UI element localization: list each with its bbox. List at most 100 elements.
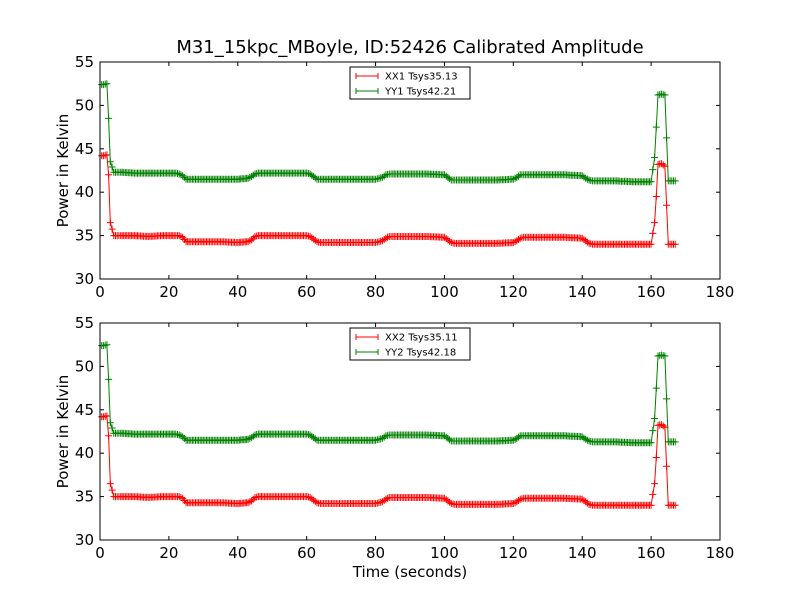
bottom-legend-label-1: YY2 Tsys42.18 [384, 348, 456, 359]
bottom-ylabel: Power in Kelvin [54, 375, 72, 489]
bottom-marker [647, 439, 655, 447]
top-marker [177, 233, 185, 240]
bottom-marker [108, 424, 116, 432]
top-marker [384, 233, 392, 241]
bottom-marker [244, 499, 252, 507]
top-marker [108, 225, 116, 233]
bottom-marker [244, 435, 252, 443]
bottom-marker [651, 415, 659, 422]
bottom-legend-marker-0 [355, 334, 379, 340]
top-marker [106, 219, 114, 227]
bottom-ytick-label: 45 [75, 401, 94, 419]
top-xtick-label: 120 [499, 283, 528, 301]
top-marker [382, 234, 390, 242]
top-marker [583, 238, 591, 246]
bottom-ytick-label: 50 [75, 357, 94, 375]
bottom-marker [384, 494, 392, 502]
top-marker [651, 154, 659, 161]
top-legend-marker-0 [355, 73, 379, 79]
bottom-marker [582, 435, 590, 443]
bottom-marker [380, 433, 388, 441]
top-marker [103, 80, 111, 88]
top-subplot: 0 20 40 60 80 100 120 140 160 180 30 35 40 45 50 55 Powe… [54, 53, 734, 301]
top-marker [659, 161, 667, 169]
bottom-ytick-label: 30 [75, 531, 94, 549]
bottom-series-0 [98, 412, 679, 509]
top-marker [647, 240, 655, 248]
bottom-legend-box [349, 327, 471, 361]
bottom-ytick-label: 55 [75, 314, 94, 332]
top-series-0 [98, 151, 679, 248]
bottom-marker [652, 384, 660, 392]
top-xtick-label: 60 [297, 283, 316, 301]
top-xtick-label: 20 [159, 283, 178, 301]
bottom-legend: XX2 Tsys35.11 YY2 Tsys42.18 [349, 327, 471, 361]
top-xtick-label: 100 [430, 283, 459, 301]
top-marker [509, 239, 517, 246]
top-marker [583, 175, 591, 183]
top-marker [446, 237, 454, 245]
top-marker [663, 201, 671, 209]
bottom-marker [671, 501, 679, 509]
bottom-marker [647, 501, 655, 509]
bottom-marker [105, 375, 113, 383]
bottom-series-markers-0 [98, 412, 679, 509]
top-marker [180, 173, 188, 181]
top-marker [649, 166, 657, 174]
top-marker [515, 172, 522, 180]
top-marker [175, 232, 183, 240]
bottom-marker [583, 499, 591, 507]
figure-title: M31_15kpc_MBoyle, ID:52426 Calibrated Am… [176, 37, 643, 58]
top-marker [244, 174, 252, 182]
bottom-xtick-label: 80 [366, 544, 385, 562]
top-marker [380, 172, 388, 180]
top-marker [108, 163, 116, 171]
top-marker [582, 174, 590, 182]
bottom-marker [515, 433, 522, 441]
top-legend-box [349, 66, 471, 100]
bottom-marker [515, 497, 522, 504]
bottom-marker [509, 436, 517, 444]
top-xtick-label: 40 [228, 283, 247, 301]
top-marker [671, 240, 679, 248]
top-marker [509, 175, 517, 183]
top-marker [175, 170, 183, 178]
bottom-marker [108, 486, 116, 494]
top-series-1 [98, 80, 679, 186]
top-marker [661, 91, 669, 99]
bottom-marker [652, 454, 660, 461]
bottom-marker [583, 436, 591, 444]
bottom-marker [649, 490, 657, 498]
top-marker [105, 171, 113, 179]
bottom-marker [248, 497, 256, 505]
top-series-markers-1 [98, 80, 679, 186]
bottom-xtick-label: 60 [297, 544, 316, 562]
top-marker [106, 158, 114, 166]
top-ytick-label: 45 [75, 140, 94, 158]
bottom-legend-marker-1 [355, 349, 379, 355]
bottom-marker [179, 433, 187, 441]
bottom-marker [446, 498, 454, 506]
top-ylabel: Power in Kelvin [54, 114, 72, 228]
bottom-xtick-label: 140 [568, 544, 597, 562]
top-marker [248, 236, 256, 244]
top-ytick-label: 55 [75, 53, 94, 71]
bottom-marker [103, 412, 111, 420]
bottom-marker [659, 422, 667, 430]
bottom-xtick-label: 100 [430, 544, 459, 562]
top-xtick-label: 180 [706, 283, 735, 301]
top-ytick-label: 30 [75, 270, 94, 288]
bottom-series-1 [98, 341, 679, 447]
bottom-marker [649, 427, 657, 435]
bottom-marker [509, 500, 517, 507]
bottom-xtick-label: 40 [228, 544, 247, 562]
bottom-ytick-label: 40 [75, 444, 94, 462]
top-marker [105, 114, 113, 122]
bottom-marker [175, 431, 183, 439]
top-marker [649, 229, 657, 237]
top-marker [249, 171, 257, 179]
top-marker [179, 172, 187, 180]
bottom-subplot: 0 20 40 60 80 100 120 140 160 180 30 35 40 45 50 55 Powe… [54, 314, 734, 581]
bottom-xtick-label: 160 [637, 544, 666, 562]
